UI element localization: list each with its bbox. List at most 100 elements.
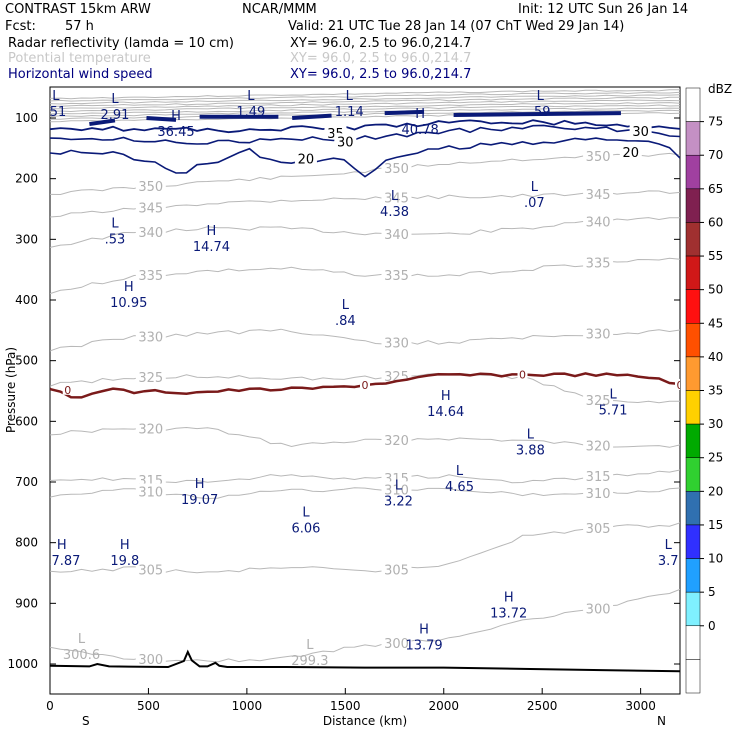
colorbar-swatch — [685, 457, 701, 492]
colorbar-label: 50 — [708, 283, 723, 297]
freezing-label: 0 — [677, 379, 684, 392]
init-label: Init: 12 UTC Sun 26 Jan 14 — [518, 2, 688, 17]
y-tick-label: 200 — [15, 172, 38, 186]
fcst-value: 57 h — [65, 19, 94, 34]
theta-label: 335 — [384, 269, 409, 284]
colorbar-swatch — [685, 356, 701, 391]
x-tick-label: 0 — [46, 699, 54, 713]
theta-label: 350 — [138, 180, 163, 195]
x-tick-label: 3000 — [625, 699, 656, 713]
colorbar-label: 55 — [708, 249, 723, 263]
theta-label: 320 — [138, 423, 163, 438]
theta-label: 350 — [384, 162, 409, 177]
colorbar-swatch — [685, 390, 701, 425]
freezing-label-bg — [62, 383, 73, 395]
wind-contour-20 — [50, 137, 680, 178]
theta-label-bg — [583, 213, 614, 228]
theta-label: 345 — [384, 192, 409, 207]
extremum-marker: L — [111, 92, 119, 107]
extremum-marker: L — [531, 180, 539, 195]
theta-label-bg — [381, 469, 412, 484]
y-axis-label: Pressure (hPa) — [4, 347, 18, 433]
theta-label: 310 — [586, 487, 611, 502]
theta-label: 320 — [586, 439, 611, 454]
theta-label: 305 — [384, 563, 409, 578]
extremum-marker: L — [609, 387, 617, 402]
wind-label: 30 — [632, 125, 649, 140]
extremum-marker: L — [342, 298, 350, 313]
x-tick-label: 2500 — [527, 699, 558, 713]
stratosphere-isentrope — [50, 102, 680, 113]
freezing-label-bg — [675, 378, 680, 390]
wind-contour-30 — [50, 124, 680, 145]
extremum-marker: L — [665, 538, 673, 553]
extremum-marker: H — [195, 477, 205, 492]
extremum-marker: L — [391, 189, 399, 204]
colorbar-swatch — [685, 188, 701, 223]
extremum-value: 14.64 — [427, 405, 464, 420]
x-tick-label: 1000 — [232, 699, 263, 713]
theta-label-bg — [135, 369, 166, 384]
theta-label-bg — [135, 650, 166, 665]
colorbar-swatch — [685, 255, 701, 290]
extremum-value: 1.49 — [236, 105, 265, 120]
fcst-label: Fcst: — [5, 19, 36, 34]
colorbar-label: 75 — [708, 115, 723, 129]
extremum-value: 3.7 — [658, 554, 679, 569]
colorbar-swatch — [685, 491, 701, 526]
field-xy: XY= 96.0, 2.5 to 96.0,214.7 — [290, 51, 471, 66]
extremum-value: .53 — [105, 232, 126, 247]
terrain-line — [50, 649, 680, 673]
theta-label: 325 — [138, 371, 163, 386]
extremum-value: 300.6 — [63, 648, 100, 663]
jet-core — [146, 116, 177, 122]
theta-label-bg — [381, 368, 412, 383]
colorbar-label: 10 — [708, 552, 723, 566]
extremum-marker: H — [504, 591, 514, 606]
theta-label: 320 — [384, 434, 409, 449]
y-tick-label: 800 — [15, 536, 38, 550]
colorbar-label: 70 — [708, 148, 723, 162]
theta-label-bg — [381, 481, 412, 496]
colorbar-swatch — [685, 289, 701, 324]
theta-label-bg — [135, 328, 166, 343]
extremum-value: 13.79 — [405, 639, 442, 654]
theta-label: 305 — [138, 564, 163, 579]
stratosphere-isentrope — [50, 104, 680, 115]
theta-label: 345 — [138, 201, 163, 216]
theta-label-bg — [381, 160, 412, 175]
model-title: CONTRAST 15km ARW — [5, 2, 151, 17]
theta-label-bg — [583, 391, 614, 406]
x-tick-label: 2000 — [428, 699, 459, 713]
extremum-value: 3.88 — [516, 443, 545, 458]
wind-contour-35 — [50, 119, 680, 134]
wind-label-bg — [294, 150, 317, 165]
wind-label: 30 — [337, 135, 354, 150]
y-tick-label: 400 — [15, 293, 38, 307]
colorbar-label: 40 — [708, 350, 723, 364]
theta-label-bg — [583, 254, 614, 269]
wind-label: 20 — [623, 146, 640, 161]
colorbar-swatch — [685, 423, 701, 458]
extremum-value: 36.45 — [157, 125, 194, 140]
south-endpoint: S — [82, 714, 90, 728]
theta-label: 315 — [586, 470, 611, 485]
extremum-value: .59 — [530, 105, 551, 120]
stratosphere-isentrope — [50, 89, 680, 100]
extremum-marker: L — [537, 89, 545, 104]
theta-label-bg — [381, 431, 412, 446]
y-tick-label: 100 — [15, 111, 38, 125]
theta-label: 335 — [586, 257, 611, 272]
colorbar-swatch — [685, 222, 701, 257]
x-tick-label: 1500 — [330, 699, 361, 713]
colorbar-label: 0 — [708, 619, 716, 633]
extremum-value: 19.8 — [110, 554, 139, 569]
y-tick-label: 300 — [15, 232, 38, 246]
jet-core — [89, 118, 116, 127]
org-label: NCAR/MMM — [242, 2, 317, 17]
extremum-value: 2.91 — [100, 108, 129, 123]
theta-label: 330 — [586, 328, 611, 343]
theta-label: 300 — [586, 603, 611, 618]
theta-label-bg — [381, 334, 412, 349]
